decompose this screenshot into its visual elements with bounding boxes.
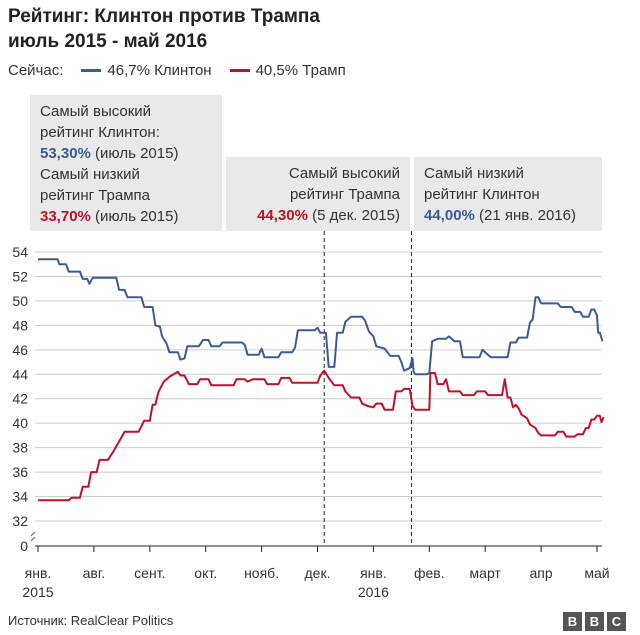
legend-clinton-label: 46,7% Клинтон	[107, 62, 212, 79]
chart-title-line1: Рейтинг: Клинтон против Трампа	[8, 6, 320, 27]
footer: Источник: RealClear Politics B B C	[0, 607, 640, 635]
x-tick-label-10: май	[584, 565, 609, 581]
grid-lines	[35, 251, 602, 522]
y-tick-label-52: 52	[12, 268, 28, 284]
y-axis: 32 34 36 38 40 42 44 46 48 50 52 54 0	[12, 244, 36, 554]
annotation-clinton-high-value: 53,30%	[40, 145, 91, 162]
legend-clinton: 46,7% Клинтон	[81, 62, 212, 79]
bbc-logo-b1: B	[563, 612, 582, 631]
y-tick-label-48: 48	[12, 317, 28, 333]
series-line-clinton	[38, 258, 604, 376]
x-year-label-6: 2016	[358, 584, 389, 600]
y-tick-label-40: 40	[12, 415, 28, 431]
y-tick-label-38: 38	[12, 440, 28, 456]
current-label: Сейчас:	[8, 62, 64, 79]
y-tick-label-42: 42	[12, 391, 28, 407]
y-tick-label-32: 32	[12, 513, 28, 529]
annotation-clinton-low-l1: Самый низкий	[424, 165, 524, 182]
legend-trump-swatch	[229, 69, 250, 72]
bbc-logo-c: C	[607, 612, 626, 631]
x-year-label-0: 2015	[22, 584, 53, 600]
annotation-clinton-low-value: 44,00%	[424, 207, 475, 224]
bbc-logo-b2: B	[585, 612, 604, 631]
x-tick-label-3: окт.	[194, 565, 217, 581]
annotation-clinton-low-l2: рейтинг Клинтон	[424, 186, 540, 203]
annotation-trump-low-value: 33,70%	[40, 208, 91, 225]
y-tick-label-44: 44	[12, 366, 28, 382]
y-tick-label-36: 36	[12, 464, 28, 480]
annotation-trump-low-value-line: 33,70% (июль 2015)	[40, 206, 212, 227]
annotation-trump-low-date: (июль 2015)	[95, 208, 179, 225]
x-tick-label-0: янв.	[25, 565, 52, 581]
annotation-trump-low-l1: Самый низкий	[40, 166, 140, 183]
annotation-clinton-low-date: (21 янв. 2016)	[479, 207, 576, 224]
y-tick-label-46: 46	[12, 342, 28, 358]
y-tick-label-34: 34	[12, 489, 28, 505]
annotation-trump-low-l2: рейтинг Трампа	[40, 187, 151, 204]
annotation-markers	[323, 231, 412, 546]
legend-clinton-swatch	[81, 69, 102, 72]
y-tick-label-54: 54	[12, 244, 28, 260]
legend-trump: 40,5% Трамп	[229, 62, 346, 79]
legend-trump-label: 40,5% Трамп	[255, 62, 346, 79]
annotation-clinton-high-l2: рейтинг Клинтон:	[40, 124, 160, 141]
y-tick-label-50: 50	[12, 293, 28, 309]
annotation-clinton-high-l1: Самый высокий	[40, 103, 152, 120]
x-tick-label-6: янв.	[360, 565, 387, 581]
series-lines	[38, 258, 605, 502]
x-tick-label-4: нояб.	[244, 565, 279, 581]
x-tick-label-1: авг.	[83, 565, 106, 581]
current-legend: Сейчас: 46,7% Клинтон 40,5% Трамп	[8, 62, 346, 79]
bbc-logo: B B C	[560, 612, 626, 631]
annotation-box-july: Самый высокий рейтинг Клинтон: 53,30% (и…	[30, 95, 222, 231]
chart-subtitle: июль 2015 - май 2016	[8, 31, 208, 52]
series-line-trump	[38, 369, 605, 502]
annotation-clinton-low-value-line: 44,00% (21 янв. 2016)	[424, 205, 592, 226]
x-tick-label-2: сент.	[134, 565, 165, 581]
x-tick-label-7: фев.	[414, 565, 445, 581]
annotation-trump-high-l2: рейтинг Трампа	[289, 186, 400, 203]
axis-break-icon	[30, 531, 36, 542]
annotation-clinton-high-date: (июль 2015)	[95, 145, 179, 162]
x-tick-label-9: апр	[530, 565, 553, 581]
annotation-box-dec: Самый высокий рейтинг Трампа 44,30% (5 д…	[226, 157, 410, 231]
annotation-trump-high-value: 44,30%	[257, 207, 308, 224]
annotation-trump-high-value-line: 44,30% (5 дек. 2015)	[236, 205, 400, 226]
x-axis: янв. 2015 авг. сент. окт. нояб. дек. янв. 2016 фе…	[22, 545, 610, 600]
poll-line-chart: 32 34 36 38 40 42 44 46 48 50 52 54 0 янв. 2015 авг. се…	[12, 231, 610, 600]
x-tick-label-8: март	[470, 565, 502, 581]
annotation-clinton-high-value-line: 53,30% (июль 2015)	[40, 143, 212, 164]
y-tick-label-zero: 0	[20, 538, 28, 554]
annotation-trump-high-date: (5 дек. 2015)	[312, 207, 400, 224]
source-note: Источник: RealClear Politics	[8, 613, 174, 628]
annotation-trump-high-l1: Самый высокий	[288, 165, 400, 182]
annotation-box-jan: Самый низкий рейтинг Клинтон 44,00% (21 …	[414, 157, 602, 231]
x-tick-label-5: дек.	[305, 565, 331, 581]
chart-title: Рейтинг: Клинтон против Трампа июль 2015…	[8, 4, 608, 54]
